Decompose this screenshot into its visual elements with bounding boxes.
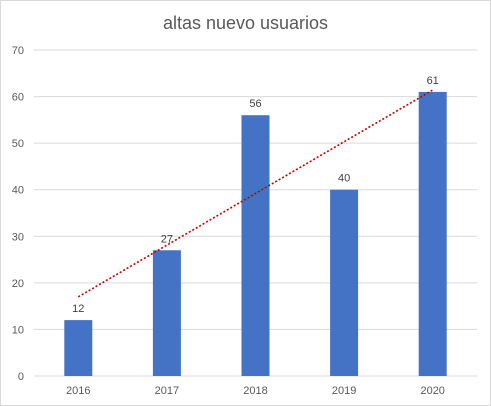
bar-2017 [152,250,181,376]
trendline [77,89,434,298]
y-tick-label-30: 30 [12,231,24,243]
data-label-2020: 61 [427,75,439,87]
y-tick-label-20: 20 [12,278,24,290]
y-tick-label-60: 60 [12,92,24,104]
bar-2016 [64,320,93,376]
bar-2020 [418,91,447,377]
x-tick-label-2020: 2020 [420,385,444,397]
chart-title: altas nuevo usuarios [162,13,329,33]
data-label-2016: 12 [72,303,84,315]
y-tick-label-70: 70 [12,45,24,57]
x-tick-label-2018: 2018 [243,385,267,397]
y-tick-label-10: 10 [12,324,24,336]
y-tick-label-50: 50 [12,138,24,150]
x-tick-label-2016: 2016 [66,385,90,397]
y-tick-label-0: 0 [18,371,24,383]
bar-2018 [241,115,270,376]
data-label-2017: 27 [161,233,173,245]
x-tick-label-2019: 2019 [332,385,356,397]
data-label-2019: 40 [338,173,350,185]
bar-2019 [330,189,359,376]
x-tick-label-2017: 2017 [155,385,179,397]
y-tick-label-40: 40 [12,185,24,197]
data-label-2018: 56 [249,98,261,110]
